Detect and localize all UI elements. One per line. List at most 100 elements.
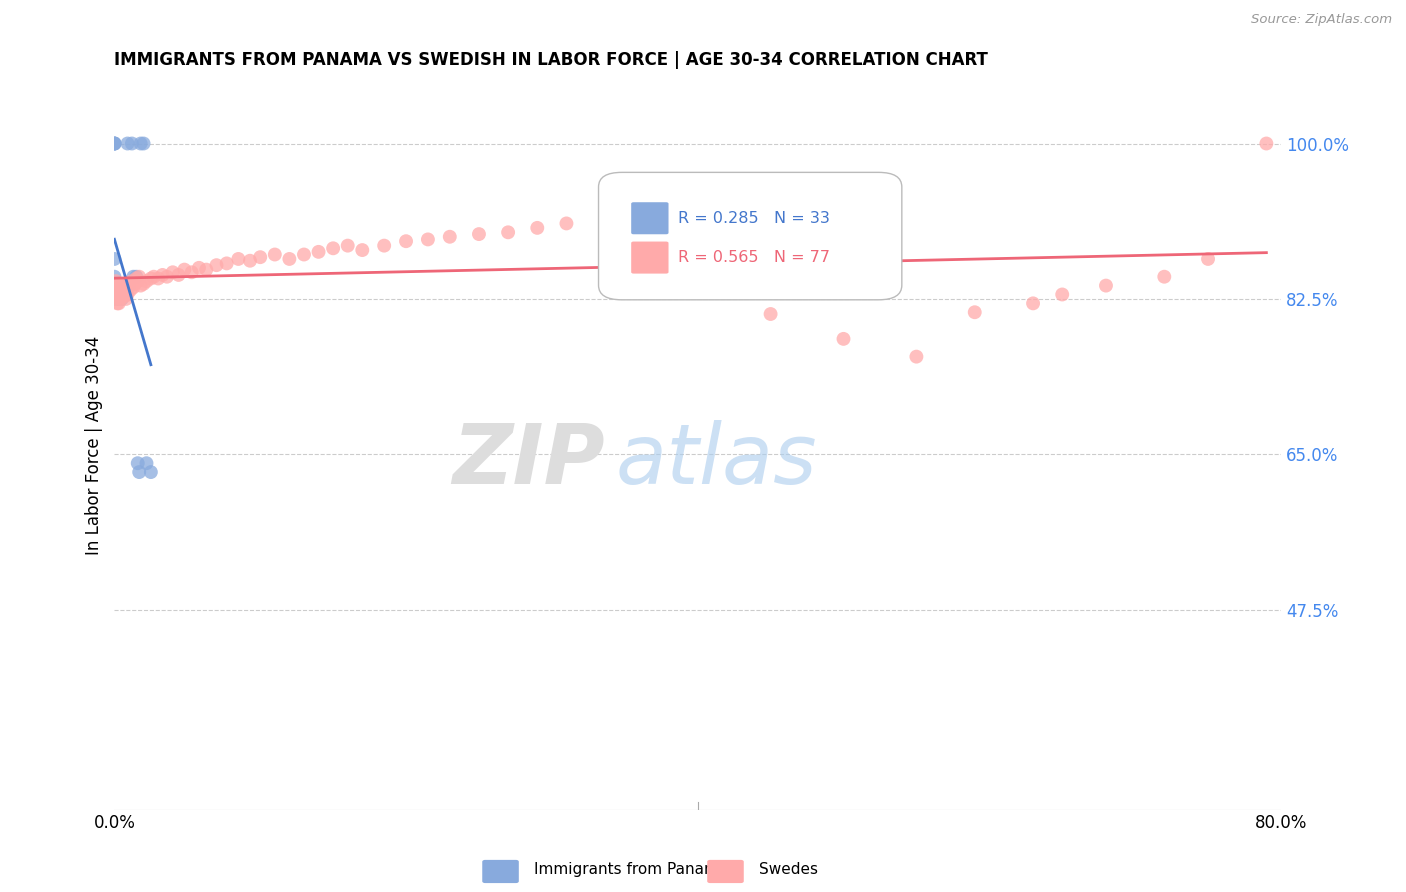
- Point: [373, 238, 395, 252]
- Point: [599, 214, 621, 228]
- FancyBboxPatch shape: [599, 172, 901, 300]
- Point: [336, 238, 359, 252]
- Point: [292, 247, 315, 261]
- Point: [103, 252, 125, 266]
- Point: [416, 232, 439, 246]
- Point: [114, 278, 136, 293]
- Point: [103, 287, 125, 301]
- Point: [121, 136, 143, 151]
- Point: [1197, 252, 1219, 266]
- Point: [107, 287, 129, 301]
- Point: [115, 287, 138, 301]
- Point: [107, 296, 129, 310]
- Point: [103, 278, 125, 293]
- Point: [104, 287, 127, 301]
- Point: [128, 465, 150, 479]
- Point: [278, 252, 301, 266]
- Point: [832, 332, 855, 346]
- Point: [117, 287, 139, 301]
- Point: [128, 269, 150, 284]
- Point: [173, 262, 195, 277]
- Point: [105, 278, 128, 293]
- Point: [1050, 287, 1073, 301]
- Point: [124, 277, 146, 291]
- Point: [135, 456, 157, 470]
- Point: [105, 278, 128, 293]
- Point: [107, 283, 129, 297]
- Point: [110, 292, 132, 306]
- Text: R = 0.565   N = 77: R = 0.565 N = 77: [678, 250, 830, 265]
- Point: [104, 274, 127, 288]
- Point: [112, 287, 135, 301]
- Point: [125, 271, 148, 285]
- Point: [111, 287, 134, 301]
- Point: [104, 283, 127, 297]
- Point: [104, 278, 127, 293]
- Point: [963, 305, 986, 319]
- Point: [135, 274, 157, 288]
- Point: [111, 283, 134, 297]
- Point: [103, 136, 125, 151]
- Point: [1095, 278, 1118, 293]
- Point: [110, 287, 132, 301]
- Y-axis label: In Labor Force | Age 30-34: In Labor Force | Age 30-34: [86, 335, 103, 555]
- FancyBboxPatch shape: [631, 242, 668, 274]
- Point: [122, 280, 145, 294]
- Point: [188, 260, 211, 275]
- Point: [905, 350, 928, 364]
- Text: R = 0.285   N = 33: R = 0.285 N = 33: [678, 211, 830, 226]
- Point: [142, 269, 165, 284]
- Point: [120, 283, 142, 297]
- Text: IMMIGRANTS FROM PANAMA VS SWEDISH IN LABOR FORCE | AGE 30-34 CORRELATION CHART: IMMIGRANTS FROM PANAMA VS SWEDISH IN LAB…: [114, 51, 988, 69]
- Point: [215, 256, 238, 270]
- Point: [132, 277, 155, 291]
- Point: [127, 274, 149, 288]
- Point: [239, 253, 262, 268]
- Point: [167, 268, 190, 282]
- Point: [111, 292, 134, 306]
- Point: [308, 244, 330, 259]
- Point: [249, 250, 271, 264]
- Point: [103, 136, 125, 151]
- Point: [114, 289, 136, 303]
- Point: [121, 274, 143, 288]
- Point: [180, 265, 202, 279]
- Point: [702, 208, 724, 222]
- Point: [118, 278, 141, 293]
- Point: [395, 234, 418, 248]
- Point: [139, 271, 162, 285]
- Point: [104, 292, 127, 306]
- Point: [103, 287, 125, 301]
- Point: [162, 265, 184, 279]
- Point: [122, 269, 145, 284]
- Point: [103, 278, 125, 293]
- Point: [468, 227, 491, 241]
- Point: [105, 287, 128, 301]
- Point: [107, 278, 129, 293]
- Point: [111, 278, 134, 293]
- Point: [352, 243, 374, 257]
- Point: [195, 262, 218, 277]
- Text: Swedes: Swedes: [759, 863, 818, 877]
- Point: [103, 136, 125, 151]
- Text: Immigrants from Panama: Immigrants from Panama: [534, 863, 728, 877]
- Point: [228, 252, 250, 266]
- Point: [118, 278, 141, 293]
- Point: [132, 136, 155, 151]
- Point: [322, 241, 344, 255]
- Point: [439, 229, 461, 244]
- Point: [146, 271, 169, 285]
- Text: ZIP: ZIP: [451, 419, 605, 500]
- Point: [139, 465, 162, 479]
- Point: [110, 283, 132, 297]
- Point: [643, 212, 665, 227]
- Point: [114, 278, 136, 293]
- Text: Source: ZipAtlas.com: Source: ZipAtlas.com: [1251, 13, 1392, 27]
- Point: [112, 280, 135, 294]
- Point: [205, 258, 228, 272]
- Point: [112, 289, 135, 303]
- Point: [555, 216, 578, 230]
- Text: atlas: atlas: [616, 419, 818, 500]
- Point: [1153, 269, 1175, 284]
- Point: [103, 269, 125, 284]
